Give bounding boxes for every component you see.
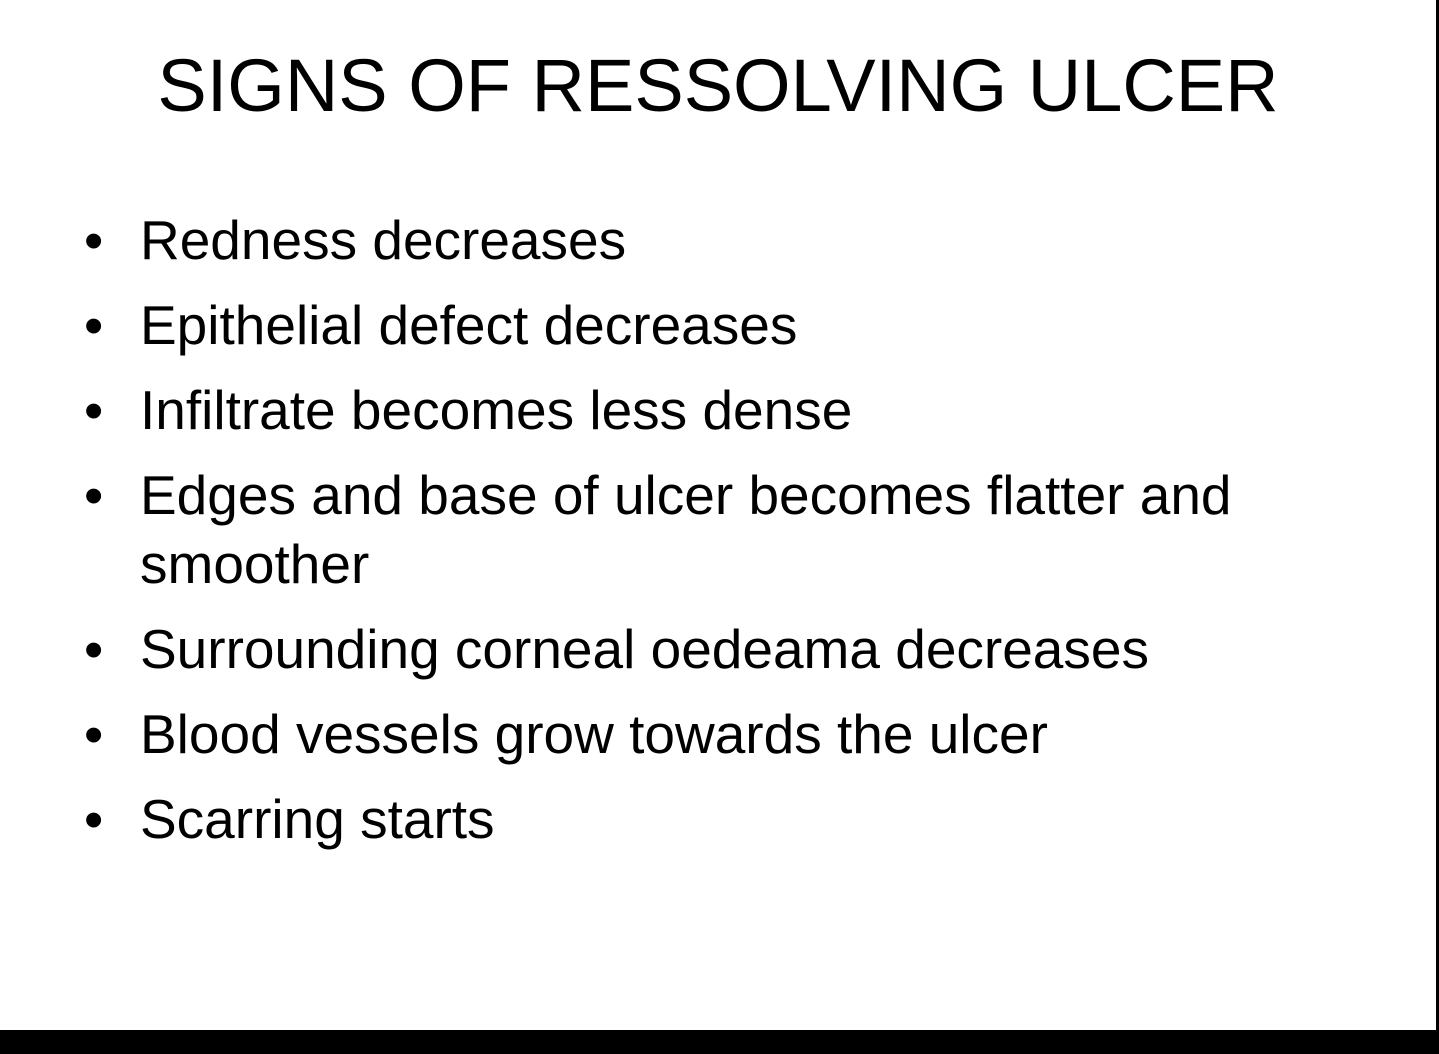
bullet-dot-icon: •: [84, 209, 104, 271]
bullet-text: Edges and base of ulcer becomes flatter …: [140, 464, 1232, 595]
bullet-item: • Infiltrate becomes less dense: [84, 376, 1364, 445]
bullet-text: Infiltrate becomes less dense: [140, 379, 853, 441]
bullet-text: Scarring starts: [140, 788, 495, 850]
bullet-item: • Scarring starts: [84, 785, 1364, 854]
bullet-text: Epithelial defect decreases: [140, 294, 798, 356]
bullet-item: • Surrounding corneal oedeama decreases: [84, 615, 1364, 684]
bullet-text: Redness decreases: [140, 209, 627, 271]
bullet-item: • Blood vessels grow towards the ulcer: [84, 700, 1364, 769]
bullet-text: Blood vessels grow towards the ulcer: [140, 703, 1048, 765]
bullet-item: • Epithelial defect decreases: [84, 291, 1364, 360]
bullet-dot-icon: •: [84, 464, 104, 526]
bullet-dot-icon: •: [84, 788, 104, 850]
bullet-item: • Redness decreases: [84, 206, 1364, 275]
bullet-list: • Redness decreases • Epithelial defect …: [84, 206, 1364, 870]
bullet-dot-icon: •: [84, 294, 104, 356]
bottom-black-bar: [0, 1030, 1439, 1054]
bullet-text: Surrounding corneal oedeama decreases: [140, 618, 1149, 680]
bullet-item: • Edges and base of ulcer becomes flatte…: [84, 461, 1364, 599]
bullet-dot-icon: •: [84, 703, 104, 765]
bullet-dot-icon: •: [84, 379, 104, 441]
bullet-dot-icon: •: [84, 618, 104, 680]
slide-right-border: [1436, 0, 1439, 1054]
slide-title: SIGNS OF RESSOLVING ULCER: [157, 44, 1279, 127]
slide: SIGNS OF RESSOLVING ULCER • Redness decr…: [0, 0, 1436, 1030]
